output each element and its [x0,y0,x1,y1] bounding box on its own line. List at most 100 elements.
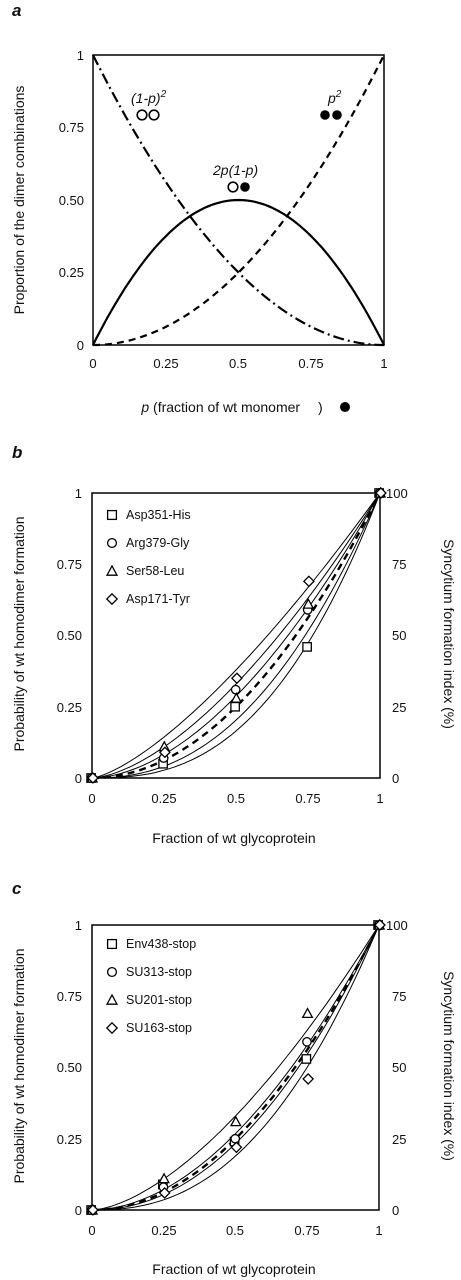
x-tick-label: 0.5 [229,356,247,371]
legend-marker-diamond [105,1021,119,1035]
filled-circle-marker [240,182,250,192]
legend-label: Env438-stop [126,937,196,951]
x-ticks-b: 0 0.25 0.5 0.75 1 [88,791,383,806]
data-point-circle [302,1037,312,1047]
fit-curve [92,492,381,779]
filled-circle-marker [332,110,342,120]
x-axis-label-var: p [140,399,149,415]
legend-label: Ser58-Leu [126,564,184,578]
curve-label-text: (1-p) [131,90,161,106]
data-point-diamond [158,1186,171,1199]
data-point-diamond [158,746,171,759]
y-ticks-a: 1 0.75 0.50 0.25 0 [59,48,84,353]
curve-label-text: p [327,90,336,106]
x-tick-label: 1 [380,356,387,371]
legend-markers-b [105,509,119,606]
curves-b [91,492,382,780]
x-tick-label: 0 [88,1223,95,1238]
x-tick-label: 1 [375,1223,382,1238]
legend-label: SU163-stop [126,1021,192,1035]
curve-solid [92,198,385,346]
legend-label: Arg379-Gly [126,536,190,550]
panel-a: a 1 0.75 0.50 0.25 0 0 0.25 0.5 0.75 1 P… [11,1,388,415]
plot-frame-a [92,54,385,346]
data-points-c [86,918,386,1216]
legend-marker-diamond [105,592,119,606]
plot-frame-c [91,924,380,1211]
plot-frame-b [91,492,381,779]
y2-axis-label-b: Syncytium formation index (%) [441,539,457,729]
open-circle-marker [136,109,148,121]
data-point-diamond [230,672,243,685]
data-point-diamond [86,1204,99,1216]
curve-label-1mp-sq: (1-p)2 [131,89,167,106]
y-tick-label: 0.75 [57,557,82,572]
x-tick-label: 0.25 [153,356,178,371]
data-point-triangle [301,1007,314,1018]
x-tick-label: 0.75 [294,1223,319,1238]
x-axis-label-text: (fraction of wt monomer [149,399,304,415]
x-tick-label: 0 [89,356,96,371]
legend-marker-circle [106,537,118,549]
fit-curve [91,492,381,779]
wt-monomer-symbol [340,402,350,412]
panel-b: b 1 0.75 0.50 0.25 0 100 75 50 25 0 0 0.… [11,443,457,846]
legend-label: Asp351-His [126,508,191,522]
y-axis-label-b: Probability of wt homodimer formation [11,517,27,752]
legend-marker-circle [106,966,118,978]
y2-ticks-b: 100 75 50 25 0 [386,486,408,786]
curve-dashed [93,54,385,347]
data-point-triangle [230,692,243,703]
panel-letter-b: b [12,443,22,462]
data-point-triangle [229,1115,242,1127]
panel-letter-a: a [12,1,21,20]
y2-tick-label: 100 [386,918,408,933]
x-tick-label: 0.75 [295,791,320,806]
legend-label: SU313-stop [126,965,192,979]
curve-label-p-sq: p2 [327,89,342,106]
y2-tick-label: 100 [386,486,408,501]
fit-curve [92,492,381,779]
filled-circle-marker [320,110,330,120]
legend-marker-triangle [105,564,119,576]
x-ticks-c: 0 0.25 0.5 0.75 1 [88,1223,382,1238]
data-point-triangle [158,1172,170,1184]
data-point-square [230,701,240,712]
data-point-diamond [302,575,315,588]
y-ticks-b: 1 0.75 0.50 0.25 0 [57,486,82,786]
open-circle-marker [148,109,160,121]
curve-label-sup: 2 [335,89,342,100]
legend-marker-square [106,938,118,950]
fit-curve [91,492,381,779]
y-tick-label: 0.50 [59,193,84,208]
data-point-diamond [373,919,386,931]
x-tick-label: 0.25 [151,1223,176,1238]
legend-markers-c [105,938,119,1035]
data-points-b [86,486,387,784]
y-tick-label: 0.50 [57,628,82,643]
y2-tick-label: 25 [392,700,406,715]
y-tick-label: 1 [75,486,82,501]
reference-curve-p-squared [91,492,382,780]
y-tick-label: 0.25 [57,1132,82,1147]
y-tick-label: 0 [75,771,82,786]
x-ticks-a: 0 0.25 0.5 0.75 1 [89,356,387,371]
y2-tick-label: 50 [392,1060,406,1075]
data-point-circle [230,684,241,695]
y-axis-label-a: Proportion of the dimer combinations [11,86,27,315]
y-tick-label: 0.25 [57,700,82,715]
fit-curve [91,924,380,1211]
panel-letter-c: c [12,879,22,898]
data-point-triangle [302,597,315,609]
x-tick-label: 0.75 [298,356,323,371]
y-tick-label: 0 [77,338,84,353]
legend-label: SU201-stop [126,993,192,1007]
curve-label-sup: 2 [160,89,167,100]
legend-b: Asp351-His Arg379-Gly Ser58-Leu Asp171-T… [105,508,191,606]
y2-tick-label: 0 [392,1203,399,1218]
y2-tick-label: 75 [392,989,406,1004]
data-point-diamond [374,487,387,499]
y2-tick-label: 25 [392,1132,406,1147]
legend-c: Env438-stop SU313-stop SU201-stop SU163-… [105,937,196,1035]
x-axis-label-b: Fraction of wt glycoprotein [152,830,315,846]
